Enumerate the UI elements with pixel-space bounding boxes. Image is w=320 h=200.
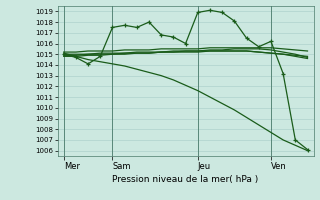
X-axis label: Pression niveau de la mer( hPa ): Pression niveau de la mer( hPa ) <box>112 175 259 184</box>
